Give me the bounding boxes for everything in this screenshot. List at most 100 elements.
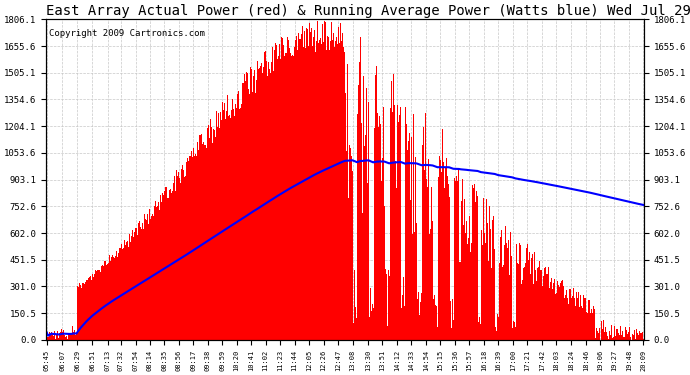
Bar [499, 264, 500, 340]
Bar [475, 202, 476, 340]
Bar [507, 248, 508, 340]
Bar [463, 187, 464, 340]
Bar [266, 62, 267, 340]
Bar [157, 200, 158, 340]
Bar [117, 256, 118, 340]
Bar [465, 213, 466, 340]
Bar [285, 53, 286, 340]
Bar [509, 275, 510, 340]
Bar [83, 284, 84, 340]
Bar [532, 285, 533, 340]
Bar [95, 270, 96, 340]
Bar [265, 51, 266, 340]
Bar [641, 330, 642, 340]
Bar [115, 254, 116, 340]
Bar [328, 51, 329, 340]
Bar [447, 186, 448, 340]
Bar [244, 76, 245, 340]
Bar [358, 45, 359, 340]
Bar [165, 188, 166, 340]
Bar [569, 290, 570, 340]
Bar [504, 245, 505, 340]
Bar [113, 257, 114, 340]
Bar [599, 332, 600, 340]
Bar [566, 290, 567, 340]
Bar [388, 270, 389, 340]
Bar [252, 92, 253, 340]
Bar [189, 156, 190, 340]
Bar [487, 222, 488, 340]
Bar [337, 23, 338, 340]
Bar [623, 336, 624, 340]
Bar [263, 67, 264, 340]
Bar [409, 134, 410, 340]
Bar [347, 184, 348, 340]
Bar [335, 25, 336, 340]
Bar [148, 212, 149, 340]
Bar [500, 237, 501, 340]
Bar [52, 335, 53, 340]
Bar [398, 160, 399, 340]
Bar [186, 154, 187, 340]
Bar [154, 206, 155, 340]
Bar [379, 128, 380, 340]
Bar [459, 213, 460, 340]
Bar [483, 239, 484, 340]
Bar [485, 219, 486, 340]
Bar [230, 113, 231, 340]
Bar [541, 290, 542, 340]
Bar [344, 93, 346, 340]
Bar [386, 274, 387, 340]
Bar [486, 199, 487, 340]
Bar [497, 314, 498, 340]
Bar [188, 171, 189, 340]
Bar [610, 336, 611, 340]
Bar [469, 216, 470, 340]
Bar [190, 170, 191, 340]
Bar [133, 237, 134, 340]
Bar [336, 37, 337, 340]
Text: Copyright 2009 Cartronics.com: Copyright 2009 Cartronics.com [49, 29, 205, 38]
Bar [297, 48, 298, 340]
Bar [68, 334, 69, 340]
Bar [340, 22, 341, 340]
Bar [536, 281, 537, 340]
Bar [508, 252, 509, 340]
Bar [56, 335, 57, 340]
Bar [578, 292, 579, 340]
Bar [197, 157, 198, 340]
Bar [523, 277, 524, 340]
Bar [166, 184, 167, 340]
Bar [127, 241, 128, 340]
Bar [309, 22, 310, 340]
Bar [116, 251, 117, 340]
Bar [348, 198, 349, 340]
Bar [371, 310, 372, 340]
Bar [639, 333, 640, 340]
Bar [289, 48, 290, 340]
Bar [414, 161, 415, 340]
Bar [211, 127, 212, 340]
Bar [110, 256, 111, 340]
Bar [366, 88, 367, 340]
Bar [294, 47, 295, 340]
Bar [264, 62, 265, 340]
Bar [630, 332, 631, 340]
Bar [194, 156, 195, 340]
Bar [191, 151, 192, 340]
Bar [384, 206, 385, 340]
Bar [359, 63, 360, 340]
Bar [570, 294, 571, 340]
Bar [387, 313, 388, 340]
Bar [429, 234, 430, 340]
Bar [212, 142, 213, 340]
Bar [594, 309, 595, 340]
Bar [271, 62, 272, 340]
Bar [450, 301, 451, 340]
Bar [291, 50, 292, 340]
Bar [284, 57, 285, 340]
Bar [193, 148, 194, 340]
Bar [339, 23, 340, 340]
Bar [73, 332, 74, 340]
Bar [476, 219, 477, 340]
